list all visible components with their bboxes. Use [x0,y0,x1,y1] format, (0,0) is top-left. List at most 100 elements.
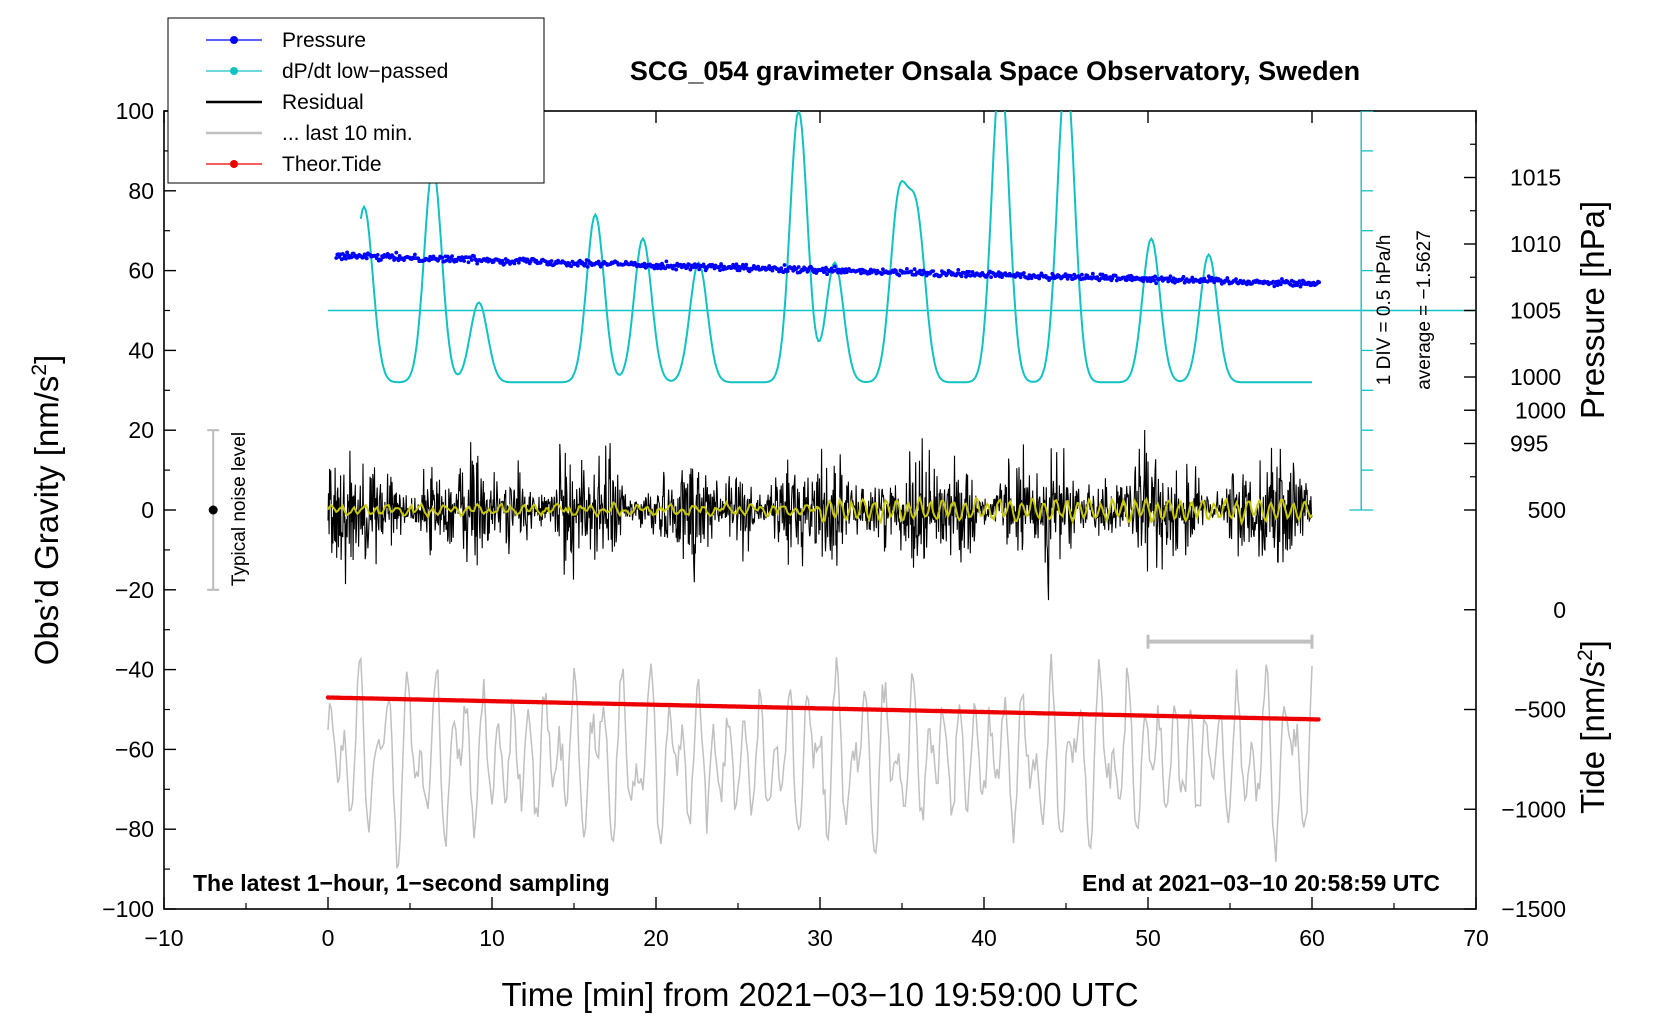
y-tick-label: −100 [102,896,154,922]
pressure-point [448,259,452,264]
pressure-point [512,261,517,266]
y-axis-ticks: 100 80 60 40 20 0 −20 −40 −60 −80 −100 [102,98,176,922]
pressure-point [549,259,554,263]
x-tick-label: 50 [1135,925,1161,951]
pressure-point [345,250,349,255]
pressure-point [659,266,663,271]
tide-axis-ticks: 1000 500 0 −500 −1000 −1500 [1464,397,1566,922]
pressure-point [413,252,417,257]
pressure-point [1245,282,1249,287]
pressure-point [1205,279,1210,284]
series-low-pass-residual [327,494,1313,527]
y-tick-label: 80 [128,178,154,204]
pressure-point [674,267,679,272]
pressure-point [744,262,749,267]
pressure-point [364,256,369,261]
legend-marker [230,160,238,168]
y-tick-label: 100 [116,98,154,124]
pressure-point [697,267,702,272]
pressure-tick-label: 1015 [1510,165,1561,191]
pressure-point [1317,280,1321,285]
y-axis-label-tide-sup: 2 [1574,649,1597,661]
pressure-point [718,268,722,273]
pressure-point [881,267,885,272]
pressure-point [1181,274,1186,279]
dpdt-scale-label: 1 DIV = 0.5 hPa/h [1374,235,1395,386]
series-last-10-min [327,653,1313,869]
pressure-axis-ticks: 1015 1010 1005 1000 995 [1464,143,1561,478]
tide-point [1316,717,1321,722]
pressure-point [663,266,668,271]
pressure-point [912,267,917,272]
pressure-point [770,268,775,273]
x-tick-label: 30 [807,925,833,951]
legend-label: Theor.Tide [282,153,382,176]
pressure-point [375,253,380,257]
series-theor-tide [325,695,1321,722]
pressure-point [394,250,399,255]
y-tick-label: −60 [115,736,154,762]
pressure-point [825,272,829,277]
pressure-point [796,265,801,269]
y-axis-label-tide-text: Tide [nm/s [1574,661,1611,814]
x-axis-label: Time [min] from 2021−03−10 19:59:00 UTC [501,976,1138,1013]
y-axis-label-pressure: Pressure [hPa] [1574,201,1611,419]
pressure-point [685,265,690,270]
pressure-point [989,275,993,279]
pressure-point [779,266,784,271]
pressure-point [918,268,922,273]
pressure-point [444,258,449,263]
legend-marker [230,67,238,75]
pressure-point [664,259,669,264]
pressure-point [1212,280,1216,285]
legend-items: Pressure dP/dt low−passed Residual ... last… [206,29,448,176]
pressure-point [516,260,521,265]
pressure-point [756,264,761,269]
pressure-point [1272,284,1277,289]
pressure-tick-label: 1000 [1510,364,1561,390]
noise-level-label: Typical noise level [229,432,250,586]
pressure-point [1110,276,1115,281]
pressure-point [450,254,454,258]
x-tick-label: 60 [1299,925,1325,951]
tide-tick-label: 500 [1528,497,1566,523]
pressure-point [823,269,827,274]
y-axis-label-tide: Tide [nm/s2] [1574,640,1611,814]
dpdt-average-label: average = −1.5627 [1414,230,1435,390]
legend-marker [230,36,238,44]
noise-level-bar [207,429,220,591]
pressure-point [1049,276,1054,280]
pressure-point [1152,278,1156,283]
pressure-point [909,269,914,274]
plot-area [207,111,1476,869]
dpdt-scale-axis [328,111,1476,511]
pressure-point [475,261,480,266]
pressure-point [575,263,580,268]
y-tick-label: −80 [115,816,154,842]
note-end-time: End at 2021−03−10 20:58:59 UTC [1082,870,1440,896]
pressure-point [1069,274,1073,278]
legend-label: Residual [282,91,364,114]
pressure-point [967,269,972,274]
pressure-point [583,261,588,266]
pressure-point [782,263,787,267]
pressure-point [1166,279,1171,284]
pressure-point [462,259,466,263]
pressure-point [598,264,603,269]
y-tick-label: −20 [115,577,154,603]
pressure-point [500,258,505,263]
y-axis-label-left: Obs’d Gravity [nm/s2] [28,355,65,666]
y-axis-label-left-sup: 2 [28,364,51,376]
pressure-point [1234,277,1238,281]
x-tick-label: 20 [643,925,669,951]
series-pressure [334,250,1321,289]
last-10-min-bracket [1146,634,1314,649]
pressure-point [820,266,825,271]
pressure-point [596,259,601,264]
legend: Pressure dP/dt low−passed Residual ... last… [167,17,545,184]
pressure-point [397,254,402,258]
pressure-point [687,262,692,267]
tide-tick-label: −500 [1514,697,1566,723]
pressure-point [349,255,354,260]
